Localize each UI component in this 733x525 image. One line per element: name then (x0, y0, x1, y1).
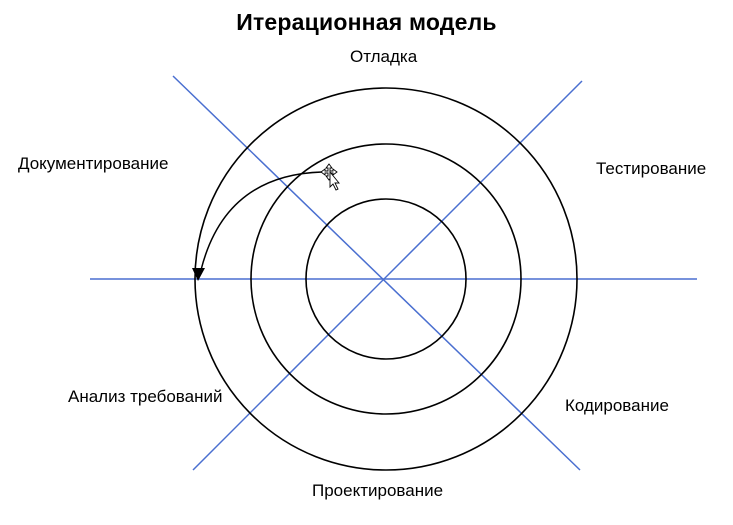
spiral-inner-turn (305, 198, 467, 360)
diagram-title: Итерационная модель (236, 9, 497, 35)
spiral-outer-lower-arc (194, 278, 578, 471)
diagonal-line-ascending (192, 80, 583, 471)
diagonal-line-descending (172, 75, 581, 471)
phase-label-design: Проектирование (312, 481, 444, 500)
move-cursor-icon (320, 163, 340, 191)
phase-label-requirements-analysis: Анализ требований (68, 387, 223, 406)
arrowhead-icon (192, 268, 205, 281)
phase-label-documentation: Документирование (18, 154, 169, 173)
spiral-outer-turn (194, 87, 578, 280)
spiral-middle-turn (250, 143, 522, 415)
phase-label-testing: Тестирование (596, 159, 707, 178)
phase-label-debugging: Отладка (350, 47, 418, 66)
phase-label-coding: Кодирование (565, 396, 669, 415)
iteration-arrow-arc (200, 171, 323, 271)
